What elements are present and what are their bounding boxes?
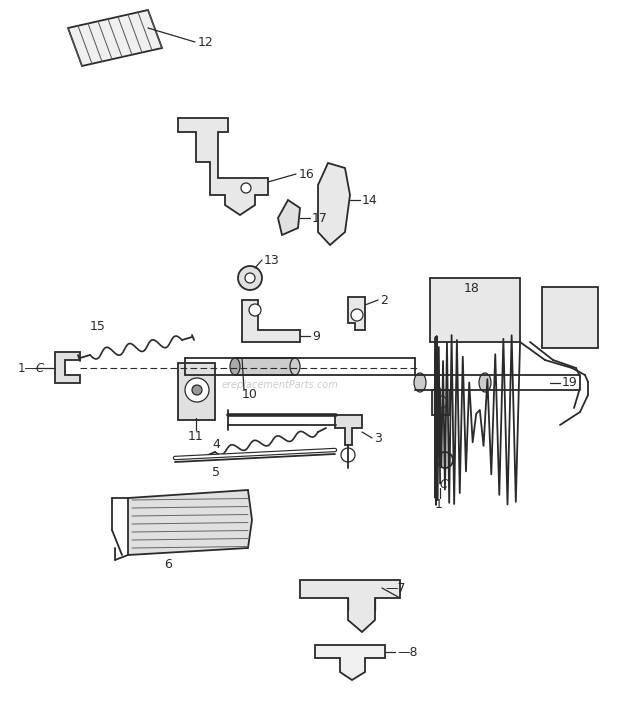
Circle shape xyxy=(435,396,447,408)
Polygon shape xyxy=(348,297,365,330)
Text: C: C xyxy=(35,361,43,374)
Polygon shape xyxy=(542,287,598,348)
Text: 1: 1 xyxy=(435,497,443,510)
Polygon shape xyxy=(278,200,300,235)
Text: 9: 9 xyxy=(312,329,320,342)
Ellipse shape xyxy=(414,373,426,392)
Circle shape xyxy=(249,304,261,316)
Circle shape xyxy=(437,452,453,468)
Text: 3: 3 xyxy=(374,432,382,444)
Text: 11: 11 xyxy=(188,430,204,443)
Text: 10: 10 xyxy=(242,388,258,401)
Polygon shape xyxy=(178,118,268,215)
Polygon shape xyxy=(300,580,400,632)
Polygon shape xyxy=(178,363,215,420)
Text: 18: 18 xyxy=(464,281,480,294)
Text: 4: 4 xyxy=(212,438,220,451)
Circle shape xyxy=(238,266,262,290)
Text: 12: 12 xyxy=(198,36,214,49)
Text: C: C xyxy=(440,478,448,491)
Ellipse shape xyxy=(479,373,491,392)
Polygon shape xyxy=(235,358,295,375)
Circle shape xyxy=(241,183,251,193)
Polygon shape xyxy=(242,300,300,342)
Text: 19: 19 xyxy=(562,377,578,390)
Polygon shape xyxy=(68,10,162,66)
Polygon shape xyxy=(335,415,362,445)
Circle shape xyxy=(192,385,202,395)
Polygon shape xyxy=(318,163,350,245)
Circle shape xyxy=(351,309,363,321)
Text: ereplacementParts.com: ereplacementParts.com xyxy=(221,380,339,390)
Ellipse shape xyxy=(230,358,240,375)
Circle shape xyxy=(341,448,355,462)
Polygon shape xyxy=(55,352,80,383)
Text: 14: 14 xyxy=(362,193,378,206)
Circle shape xyxy=(185,378,209,402)
Polygon shape xyxy=(430,278,520,342)
Text: 15: 15 xyxy=(90,319,106,332)
Text: 2: 2 xyxy=(380,294,388,307)
Text: 16: 16 xyxy=(299,167,315,180)
Text: 6: 6 xyxy=(164,558,172,571)
Polygon shape xyxy=(315,645,385,680)
Polygon shape xyxy=(432,390,450,415)
Text: 1—: 1— xyxy=(18,361,37,374)
Circle shape xyxy=(245,273,255,283)
Ellipse shape xyxy=(290,358,300,375)
Text: —8: —8 xyxy=(397,646,417,659)
Polygon shape xyxy=(128,490,252,555)
Text: —7: —7 xyxy=(385,582,405,595)
Text: 5: 5 xyxy=(212,465,220,478)
Text: 13: 13 xyxy=(264,254,280,267)
Text: 17: 17 xyxy=(312,212,328,225)
